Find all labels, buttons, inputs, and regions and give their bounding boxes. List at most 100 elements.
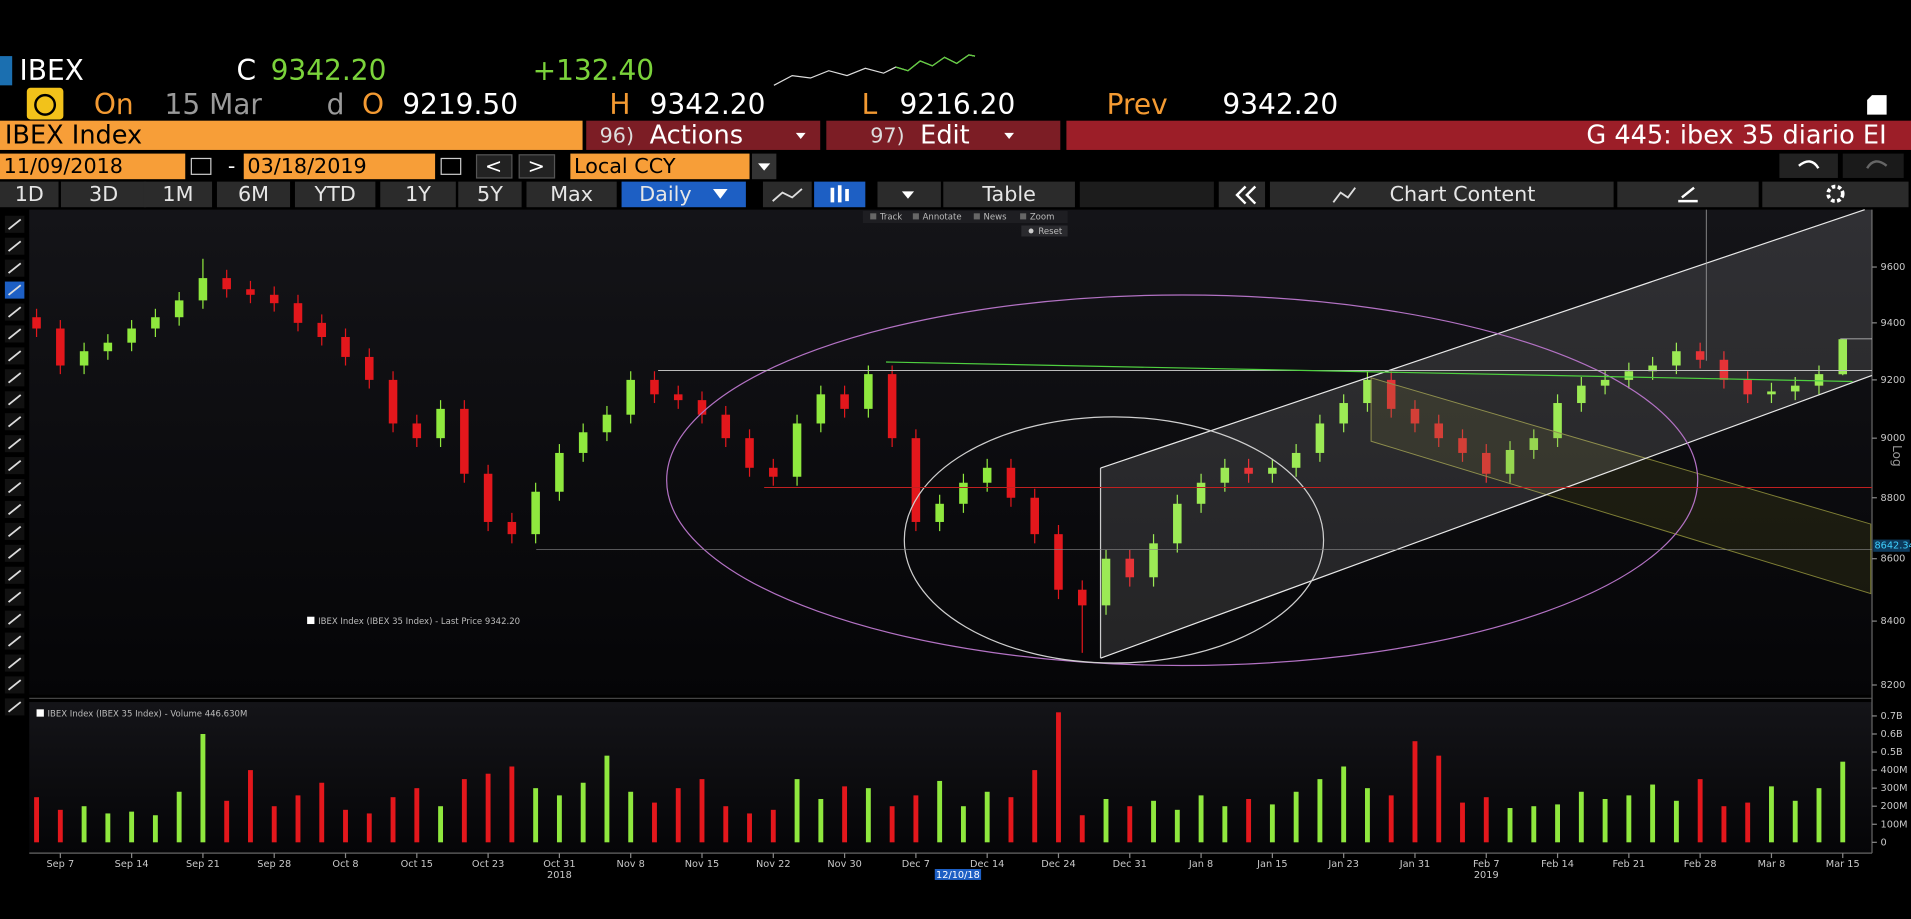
prev-button[interactable] (475, 154, 513, 179)
tab-button[interactable] (294, 181, 376, 208)
settings-button[interactable] (1762, 181, 1909, 208)
low-label: L (862, 88, 878, 121)
volume-bar (1151, 800, 1156, 843)
y-tick-label: 8200 (1881, 680, 1906, 691)
tab-button[interactable] (380, 181, 456, 208)
tool-icon[interactable] (1020, 213, 1027, 220)
tab-label: YTD (314, 182, 356, 206)
tool-glyph (7, 481, 22, 494)
export-icon[interactable] (1867, 95, 1887, 115)
x-tick-label: Nov 22 (756, 859, 791, 870)
volume-bar (1650, 784, 1656, 843)
candle-body (1838, 339, 1848, 375)
candle-body (982, 467, 992, 483)
tool-glyph (7, 306, 22, 318)
candle-body (721, 414, 731, 439)
tool-glyph (7, 635, 22, 647)
reset: Reset (1038, 227, 1062, 237)
tab-button[interactable] (458, 181, 522, 208)
reset-icon (1028, 228, 1034, 234)
y-tick-label: 9600 (1881, 262, 1906, 273)
reset-button[interactable] (1021, 225, 1068, 237)
next-button[interactable] (518, 154, 556, 179)
undo-button[interactable] (1779, 153, 1838, 178)
dropdown-arrow (712, 188, 728, 199)
actions-menu[interactable] (586, 120, 821, 150)
candle-body (1719, 359, 1729, 380)
candle-body (365, 356, 374, 380)
candle-body (673, 394, 683, 401)
candle-body (460, 408, 469, 474)
edit-menu[interactable] (826, 120, 1061, 150)
period-button[interactable] (621, 181, 746, 208)
tab-button[interactable] (0, 181, 59, 208)
volume-bar (1008, 797, 1014, 843)
candle-body (578, 432, 588, 453)
edit-button[interactable] (1617, 181, 1759, 208)
security-bar[interactable] (0, 120, 583, 150)
candle-body (650, 379, 659, 395)
x-tick-label: Nov 30 (827, 859, 862, 870)
currency-field[interactable] (570, 153, 750, 180)
calendar-icon[interactable] (440, 157, 462, 175)
tool-glyph (7, 240, 22, 252)
x-tick-label: Oct 23 (472, 859, 504, 870)
volume-bar (1127, 806, 1133, 843)
table-button[interactable] (943, 181, 1075, 208)
volume-bar (580, 782, 586, 843)
volume-bar (1436, 755, 1442, 843)
security: IBEX Index (5, 121, 142, 151)
tool-glyph (7, 218, 22, 230)
candle-body (555, 452, 564, 492)
tool-icon[interactable] (870, 213, 877, 220)
tab-button[interactable] (143, 181, 213, 208)
candle-body (483, 473, 493, 522)
volume-bar (390, 797, 396, 843)
x-tick-label: Feb 7 (1473, 859, 1500, 870)
candle-body (412, 423, 422, 439)
tool-glyph (7, 701, 22, 713)
volume-bar (343, 809, 348, 843)
volume-bar (913, 795, 919, 843)
tool-icon[interactable] (973, 213, 980, 220)
tab-button[interactable] (526, 181, 617, 208)
x-tick-label: Sep 21 (186, 859, 220, 870)
candle-icon (830, 185, 849, 203)
volume-bar (1602, 798, 1608, 843)
tool-icon[interactable] (912, 213, 919, 220)
volume-bar (842, 786, 848, 843)
candle-body (246, 289, 255, 295)
start-date-field[interactable] (0, 153, 186, 180)
volume-bar (723, 806, 729, 843)
volume-bar (818, 798, 824, 843)
candle-body (792, 423, 802, 477)
end-date-field[interactable] (243, 153, 436, 180)
chart-content: Chart Content (1390, 182, 1536, 206)
prev: 9342.20 (1222, 88, 1338, 121)
volume-bar (34, 797, 39, 843)
volume-tick-label: 400M (1881, 765, 1908, 776)
chart-content-icon (1332, 187, 1356, 203)
small-ellipse (903, 416, 1325, 664)
candle-body (1220, 467, 1230, 483)
volume-bar (1198, 795, 1204, 843)
tab-button[interactable] (60, 181, 147, 208)
tab-button[interactable] (216, 181, 291, 208)
y-tick-label: 9400 (1881, 318, 1906, 329)
collapse-button[interactable] (1218, 181, 1266, 208)
candle-body (32, 317, 41, 329)
gauge-icon[interactable] (26, 87, 64, 120)
volume-bar (461, 779, 467, 843)
tool-glyph (7, 372, 22, 384)
volume-bar (675, 788, 681, 843)
volume-bar (438, 806, 444, 843)
redo-button[interactable] (1842, 153, 1904, 178)
x-tick-label: Dec 31 (1113, 859, 1147, 870)
candle-body (507, 521, 517, 535)
candle-body (1339, 403, 1348, 424)
chart-content-button[interactable] (1269, 181, 1614, 208)
tab-label: 5Y (477, 182, 503, 206)
candle-body (1077, 589, 1087, 606)
price-pane (29, 209, 1872, 695)
calendar-icon[interactable] (190, 157, 212, 175)
